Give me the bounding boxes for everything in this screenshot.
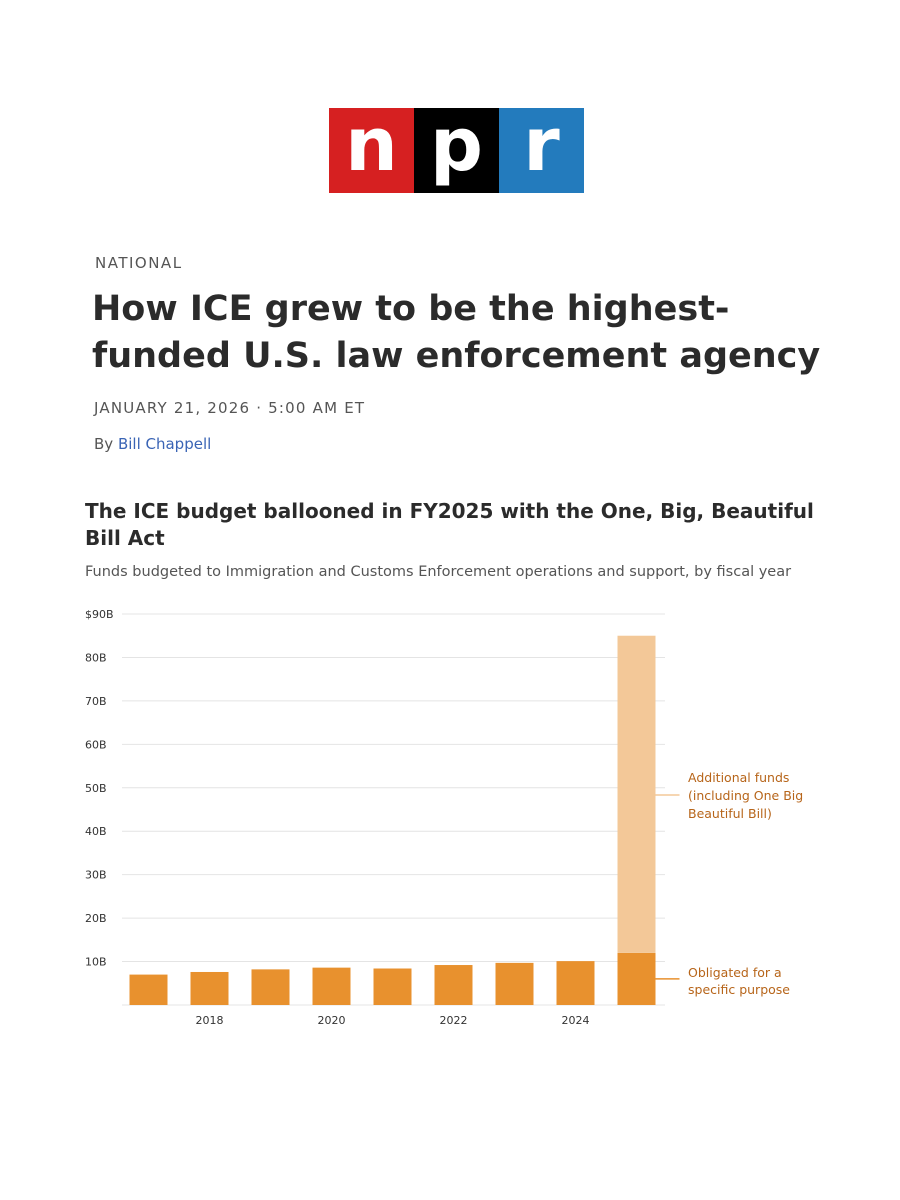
x-tick-label: 2024 [562,1014,590,1027]
y-tick-label: 50B [85,782,107,795]
annotation-obligated: Obligated for a [688,965,782,980]
npr-logo[interactable]: n p r [329,108,584,193]
y-tick-label: 10B [85,956,107,969]
bar-obligated [373,968,412,1005]
y-tick-label: 30B [85,869,107,882]
bar-obligated [495,962,534,1005]
npr-logo-p: p [414,108,499,193]
chart-title: The ICE budget ballooned in FY2025 with … [85,499,814,550]
bar-additional [617,635,656,953]
annotation-additional: Additional funds [688,770,789,785]
budget-bar-chart: 10B 20B 30B 40B 50B 60B 70B 80B $90B 2018 2020 2022… [85,608,803,1027]
section-label[interactable]: NATIONAL [95,254,183,272]
bar-obligated [617,952,656,1005]
y-tick-label: $90B [85,608,114,621]
annotation-additional: (including One Big [688,788,803,803]
bar-obligated [434,965,473,1005]
x-tick-label: 2022 [440,1014,468,1027]
bar-obligated [251,969,290,1005]
article-dateline: JANUARY 21, 2026 · 5:00 AM ET [94,399,366,417]
y-tick-label: 20B [85,912,107,925]
npr-logo-n: n [329,108,414,193]
bar-obligated [312,967,351,1005]
chart-subtitle: Funds budgeted to Immigration and Custom… [85,564,792,580]
x-tick-label: 2018 [196,1014,224,1027]
y-tick-label: 70B [85,695,107,708]
author-link[interactable]: Bill Chappell [117,435,212,453]
bar-obligated [129,974,168,1005]
bar-obligated [556,961,595,1005]
y-tick-label: 60B [85,738,107,751]
y-tick-label: 80B [85,651,107,664]
annotation-obligated: specific purpose [688,982,790,997]
byline-prefix: By [94,435,118,453]
article-headline: How ICE grew to be the highest-funded U.… [92,289,821,376]
annotation-additional: Beautiful Bill) [688,806,772,821]
npr-logo-r: r [499,108,584,193]
y-tick-label: 40B [85,825,107,838]
article-byline: By Bill Chappell [94,435,211,453]
x-tick-label: 2020 [318,1014,346,1027]
bar-obligated [190,971,229,1005]
